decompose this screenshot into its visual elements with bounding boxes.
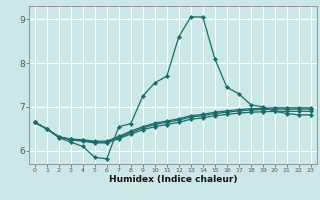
X-axis label: Humidex (Indice chaleur): Humidex (Indice chaleur) xyxy=(108,175,237,184)
